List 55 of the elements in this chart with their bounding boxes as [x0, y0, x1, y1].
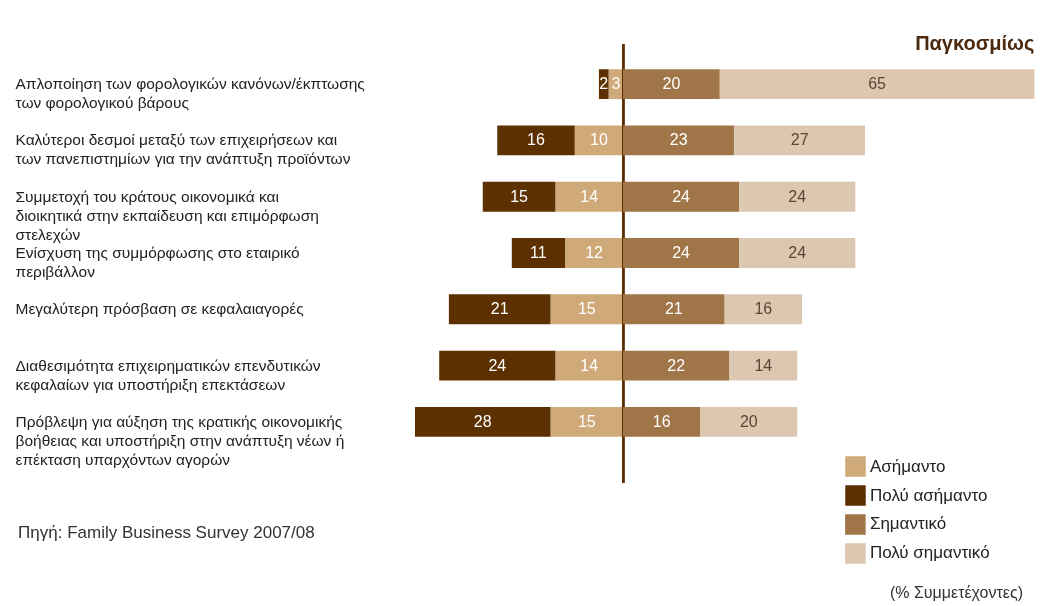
data-label: 23 — [669, 131, 688, 149]
data-label: 16 — [527, 131, 545, 149]
bar — [439, 350, 556, 381]
legend-label: Πολύ ασήμαντο — [870, 485, 988, 505]
data-label: 14 — [580, 356, 599, 374]
data-label: 21 — [490, 300, 509, 318]
data-label: 3 — [611, 75, 621, 93]
legend-label: Σημαντικό — [869, 514, 947, 534]
bar — [734, 125, 866, 156]
data-label: 65 — [868, 75, 887, 93]
data-label: 27 — [790, 131, 809, 149]
bar — [511, 238, 566, 268]
y-tick-label: Μεγαλύτερη πρόσβαση σε κεφαλαιαγορές — [15, 300, 304, 318]
legend-label: Πολύ σημαντικό — [869, 543, 990, 563]
data-label: 16 — [652, 412, 671, 430]
bar — [724, 294, 803, 325]
legend-label: Ασήμαντο — [870, 456, 946, 476]
y-tick-label: Καλύτεροι δεσμοί μεταξύ των επιχειρήσεων και των πανεπιστημίων για την ανάπτυξη προϊόντων — [15, 131, 351, 168]
bar — [415, 406, 551, 437]
bar — [719, 69, 1035, 100]
y-tick-label: Διαθεσιμότητα επιχειρηματικών επενδυτικών κεφαλαίων για υποστήριξη επεκτάσεων — [15, 356, 321, 393]
data-label: 15 — [577, 412, 596, 430]
bar — [739, 238, 856, 268]
data-label: 24 — [672, 244, 691, 261]
data-label: 11 — [530, 244, 547, 261]
bar — [482, 181, 556, 212]
bar — [739, 181, 856, 212]
data-label: 28 — [473, 412, 492, 430]
data-label: 14 — [580, 187, 599, 205]
data-label: 14 — [754, 356, 773, 374]
data-label: 20 — [662, 75, 681, 93]
data-label: 24 — [672, 187, 691, 205]
data-label: 10 — [590, 131, 608, 149]
text: (% Συμμετέχοντες) — [889, 584, 1023, 602]
bar — [448, 294, 551, 325]
y-tick-label: Συμμετοχή του κράτους οικονομικά και διοικητικά στην εκπαίδευση και επιμόρφωση στελεχών — [15, 187, 319, 243]
bar — [700, 406, 798, 437]
data-label: 24 — [488, 356, 507, 374]
data-label: 20 — [740, 412, 758, 430]
chart-title: Παγκοσμίως — [915, 32, 1035, 55]
data-label: 15 — [577, 300, 596, 318]
y-tick-label: Απλοποίηση των φορολογικών κανόνων/έκπτωσης των φορολογικού βάρους — [15, 75, 365, 112]
data-label: 15 — [510, 187, 529, 205]
data-label: 24 — [788, 187, 807, 205]
data-label: 21 — [665, 300, 683, 318]
y-tick-label: Πρόβλεψη για αύξηση της κρατικής οικονομικής βοήθειας και υποστήριξη στην ανάπτυξη νέων ή επέκταση υπαρχόντων αγορών — [15, 412, 345, 468]
data-label: 12 — [585, 244, 604, 261]
bar — [729, 350, 798, 381]
bar — [497, 125, 575, 156]
y-tick-label: Ενίσχυση της συμμόρφωσης στο εταιρικό περιβάλλον — [15, 244, 300, 280]
data-label: 2 — [599, 75, 609, 93]
data-label: 22 — [667, 356, 686, 374]
data-label: 16 — [754, 300, 773, 318]
text: Πηγή: Family Business Survey 2007/08 — [18, 523, 315, 543]
data-label: 24 — [788, 244, 807, 261]
